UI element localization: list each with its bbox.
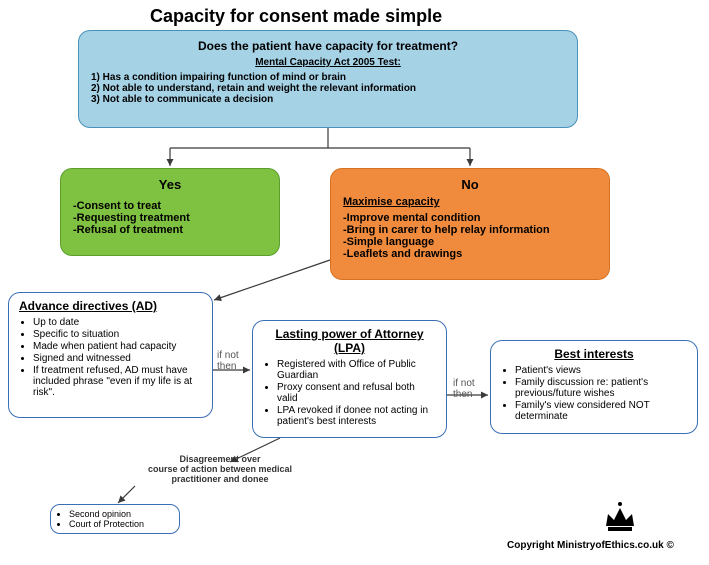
crown-icon — [600, 500, 640, 539]
node-lpa-bullets: Registered with Office of Public Guardia… — [277, 359, 436, 427]
node-top-subtitle: Mental Capacity Act 2005 Test: — [91, 57, 565, 68]
copyright-text: Copyright MinistryofEthics.co.uk © — [507, 540, 674, 551]
node-top-title: Does the patient have capacity for treat… — [91, 39, 565, 53]
node-best-interests: Best interests Patient's viewsFamily dis… — [490, 340, 698, 434]
edge-label-ad-lpa: if not then — [217, 350, 239, 372]
note-disagreement: Disagreement overcourse of action betwee… — [130, 454, 310, 484]
node-yes-lines: -Consent to treat-Requesting treatment-R… — [73, 200, 267, 236]
node-top-lines: 1) Has a condition impairing function of… — [91, 72, 565, 105]
node-lpa-title: Lasting power of Attorney (LPA) — [263, 327, 436, 355]
node-best-bullets: Patient's viewsFamily discussion re: pat… — [515, 365, 687, 422]
edge-label-lpa-best: if not then — [453, 378, 475, 400]
node-ad-bullets: Up to dateSpecific to situationMade when… — [33, 317, 202, 398]
node-yes-title: Yes — [73, 177, 267, 192]
node-capacity-question: Does the patient have capacity for treat… — [78, 30, 578, 128]
edge-label-text: then — [217, 361, 239, 372]
node-second-opinion: Second opinionCourt of Protection — [50, 504, 180, 534]
node-yes: Yes -Consent to treat-Requesting treatme… — [60, 168, 280, 256]
page-title: Capacity for consent made simple — [150, 6, 442, 27]
node-no-title: No — [343, 177, 597, 192]
edge-label-text: then — [453, 389, 475, 400]
node-no-subtitle: Maximise capacity — [343, 196, 597, 208]
edge-label-text: if not — [453, 378, 475, 389]
node-advance-directives: Advance directives (AD) Up to dateSpecif… — [8, 292, 213, 418]
node-ad-title: Advance directives (AD) — [19, 299, 202, 313]
node-no: No Maximise capacity -Improve mental con… — [330, 168, 610, 280]
node-best-title: Best interests — [501, 347, 687, 361]
edge-label-text: if not — [217, 350, 239, 361]
node-lpa: Lasting power of Attorney (LPA) Register… — [252, 320, 447, 438]
node-tiny-bullets: Second opinionCourt of Protection — [69, 509, 171, 529]
node-no-lines: -Improve mental condition-Bring in carer… — [343, 212, 597, 260]
